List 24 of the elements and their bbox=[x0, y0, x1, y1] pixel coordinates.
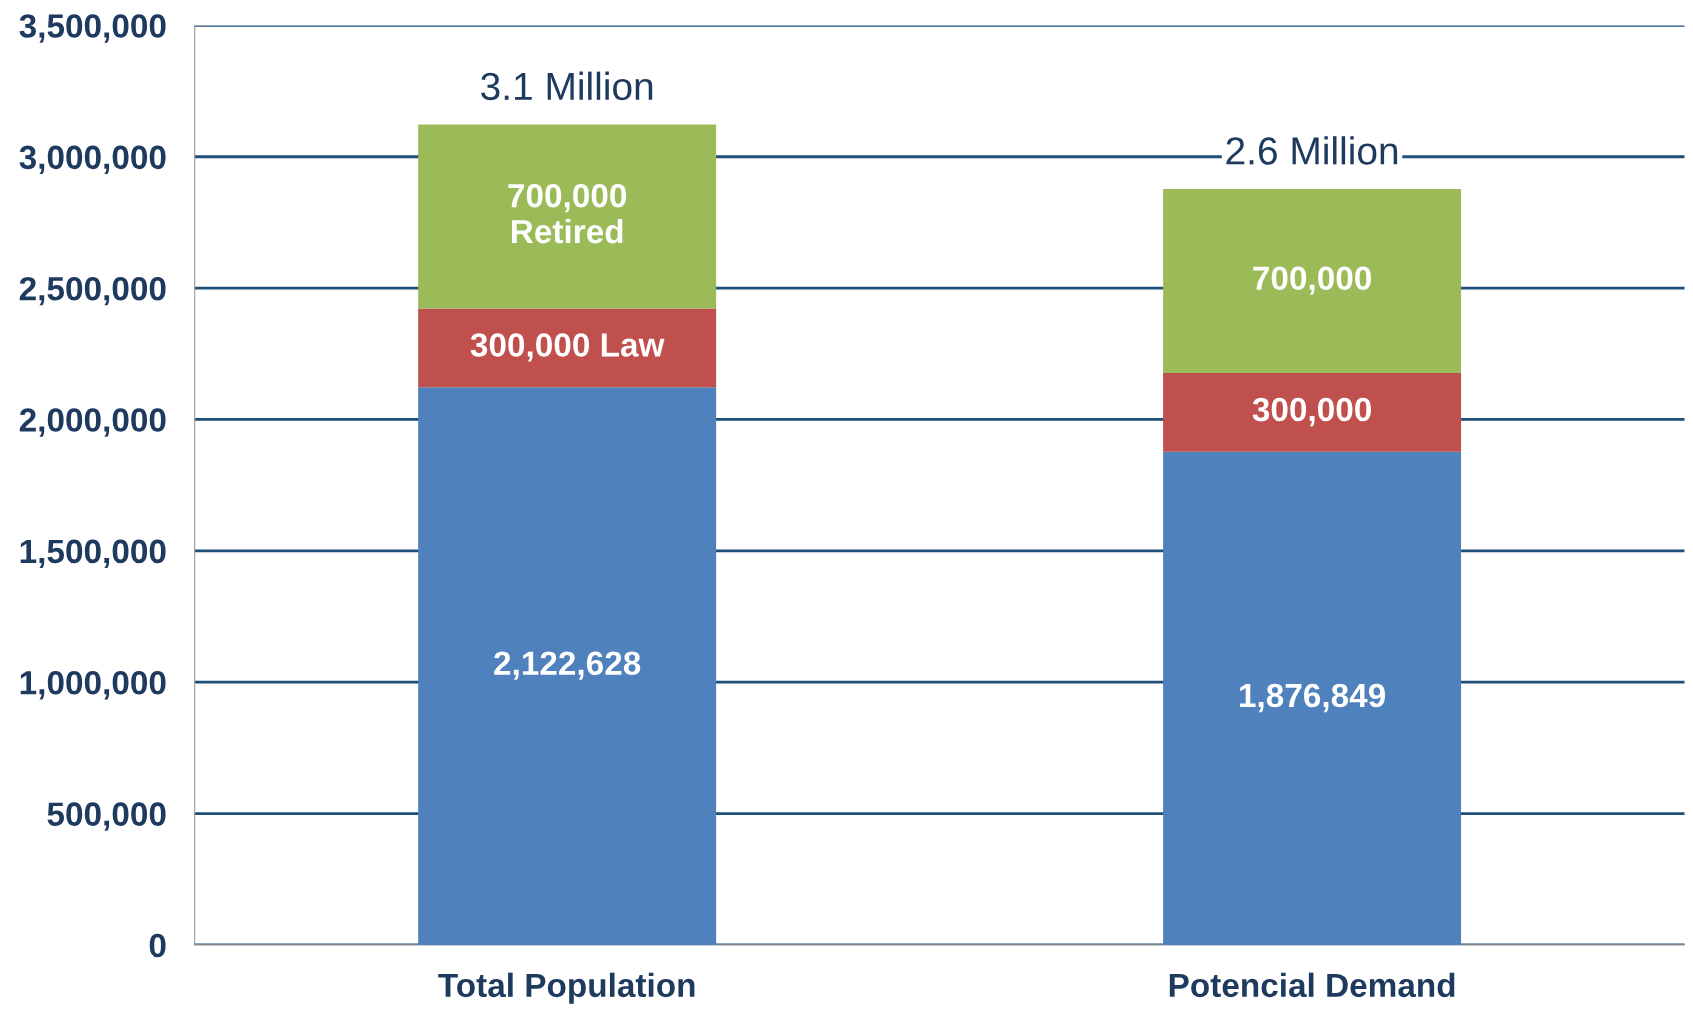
bar bbox=[1163, 189, 1462, 373]
data-label: 2,122,628 bbox=[494, 651, 641, 680]
y-tick-label: 2,000,000 bbox=[19, 408, 166, 437]
annotation: 2.6 Million bbox=[1226, 136, 1398, 165]
bar bbox=[418, 387, 717, 945]
annotation: 3.1 Million bbox=[481, 71, 653, 101]
bar bbox=[418, 124, 717, 309]
y-tick-label: 1,500,000 bbox=[20, 539, 166, 569]
data-label: 300,000 Law bbox=[470, 333, 665, 362]
y-tick-label: 500,000 bbox=[47, 802, 166, 831]
y-tick-label: 3,000,000 bbox=[19, 145, 166, 174]
x-tick-label: Potencial Demand bbox=[1169, 972, 1455, 998]
y-tick-label: 1,000,000 bbox=[20, 670, 166, 700]
data-label: 700,000 Retired bbox=[508, 183, 627, 244]
bar bbox=[1163, 451, 1462, 945]
bar bbox=[418, 308, 717, 388]
x-tick-label: Total Population bbox=[438, 972, 695, 1004]
data-label: 1,876,849 bbox=[1240, 683, 1385, 713]
y-tick-label: 3,500,000 bbox=[19, 14, 166, 43]
data-label: 300,000 bbox=[1252, 397, 1371, 427]
data-label: 700,000 bbox=[1253, 266, 1371, 295]
y-tick-label: 0 bbox=[149, 933, 166, 958]
y-tick-label: 2,500,000 bbox=[19, 276, 166, 306]
bar bbox=[1163, 373, 1462, 452]
